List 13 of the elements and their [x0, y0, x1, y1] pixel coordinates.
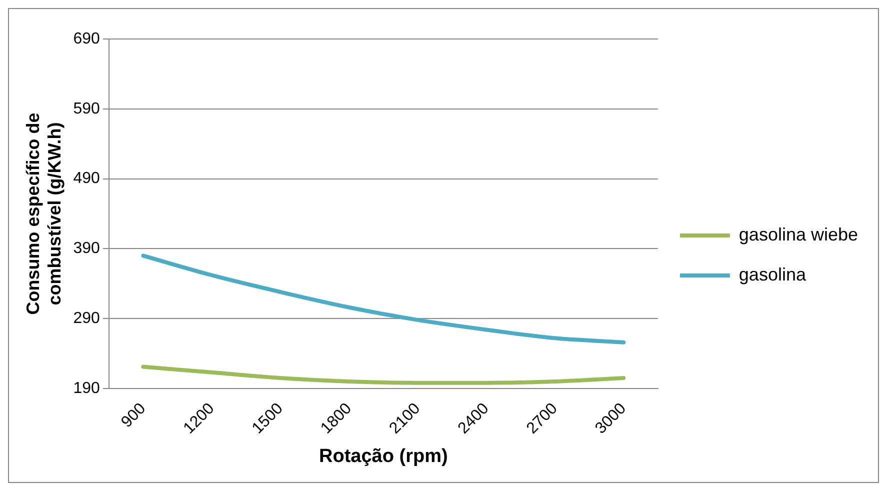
legend-label: gasolina — [738, 264, 807, 284]
y-tick-label: 690 — [73, 30, 100, 48]
x-tick-label: 900 — [118, 400, 150, 432]
x-axis-title: Rotação (rpm) — [319, 446, 448, 467]
line-series — [141, 364, 626, 385]
y-tick-label: 290 — [73, 310, 100, 327]
y-axis-title: Consumo específico de combustível (g/KW.h) — [22, 112, 64, 315]
y-tick-label: 590 — [73, 100, 100, 118]
y-tick-label: 390 — [73, 240, 100, 258]
legend-label: gasolina wiebe — [738, 224, 858, 244]
y-tick-label: 490 — [73, 170, 100, 188]
y-tick-label: 190 — [73, 380, 100, 397]
line-series — [141, 254, 626, 344]
